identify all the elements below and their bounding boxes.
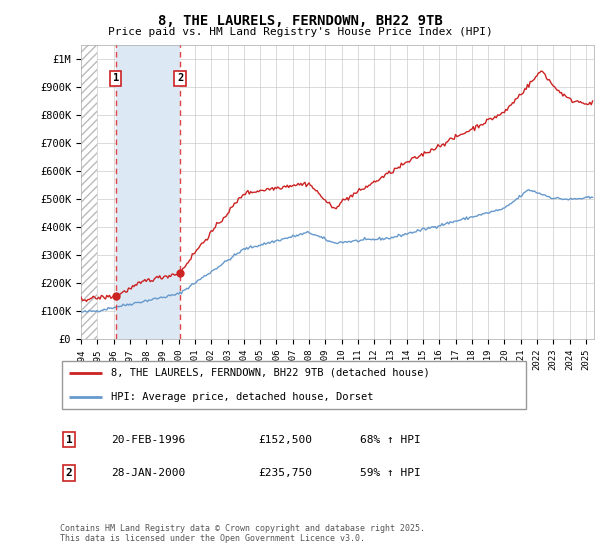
Text: 28-JAN-2000: 28-JAN-2000 xyxy=(111,468,185,478)
Bar xyxy=(116,45,180,339)
Text: Contains HM Land Registry data © Crown copyright and database right 2025.
This d: Contains HM Land Registry data © Crown c… xyxy=(60,524,425,543)
Text: 20-FEB-1996: 20-FEB-1996 xyxy=(111,435,185,445)
Text: £235,750: £235,750 xyxy=(258,468,312,478)
Text: 8, THE LAURELS, FERNDOWN, BH22 9TB (detached house): 8, THE LAURELS, FERNDOWN, BH22 9TB (deta… xyxy=(112,368,430,378)
Text: £152,500: £152,500 xyxy=(258,435,312,445)
Bar xyxy=(81,45,97,339)
Text: Price paid vs. HM Land Registry's House Price Index (HPI): Price paid vs. HM Land Registry's House … xyxy=(107,27,493,37)
FancyBboxPatch shape xyxy=(62,361,526,409)
Text: 8, THE LAURELS, FERNDOWN, BH22 9TB: 8, THE LAURELS, FERNDOWN, BH22 9TB xyxy=(158,14,442,28)
Text: 1: 1 xyxy=(65,435,73,445)
Text: 1: 1 xyxy=(113,73,119,83)
Text: 2: 2 xyxy=(65,468,73,478)
Text: 59% ↑ HPI: 59% ↑ HPI xyxy=(360,468,421,478)
Text: 68% ↑ HPI: 68% ↑ HPI xyxy=(360,435,421,445)
Text: HPI: Average price, detached house, Dorset: HPI: Average price, detached house, Dors… xyxy=(112,392,374,402)
Text: 2: 2 xyxy=(177,73,183,83)
